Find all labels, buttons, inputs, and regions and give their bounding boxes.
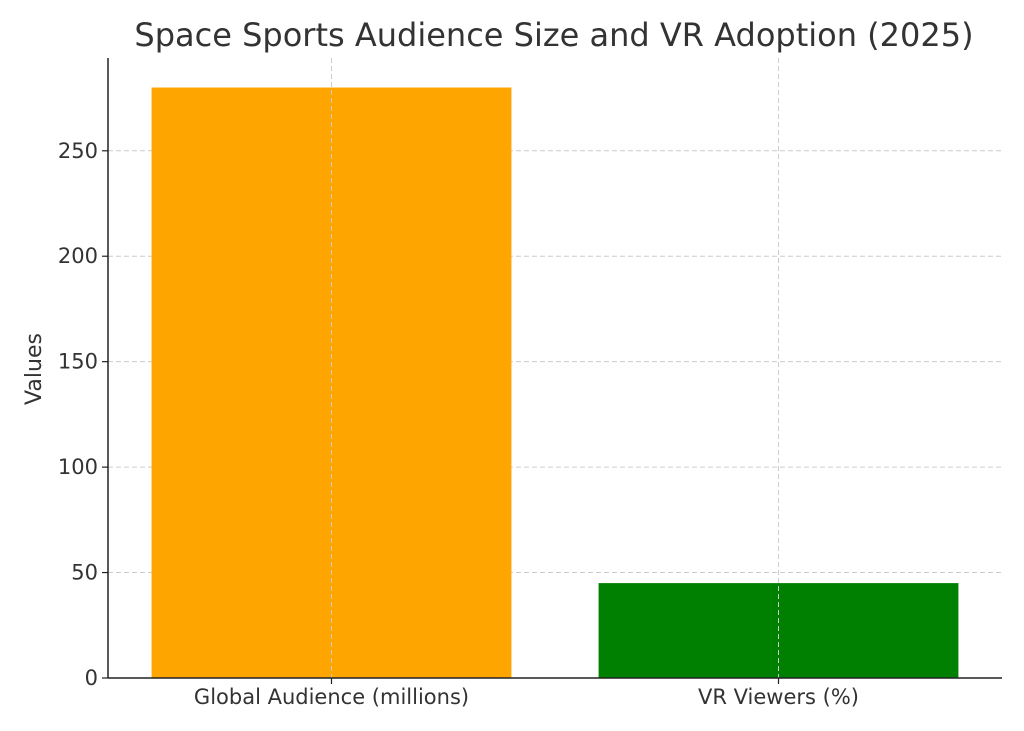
axis-layer [107,58,1002,679]
y-tick-layer: 0 50 100 150 200 250 [58,139,108,690]
y-tick-label-0: 0 [85,666,98,690]
y-tick-label-2: 100 [58,455,98,479]
bar-layer [151,87,959,679]
y-tick-label-1: 50 [71,561,98,585]
x-tick-label-1: VR Viewers (%) [698,685,859,709]
x-grid-layer [331,58,779,678]
y-tick-label-4: 200 [58,244,98,268]
x-tick-label-0: Global Audience (millions) [194,685,469,709]
x-tick-layer: Global Audience (millions) VR Viewers (%) [194,678,859,709]
chart-title: Space Sports Audience Size and VR Adopti… [134,16,973,54]
y-tick-label-5: 250 [58,139,98,163]
y-axis-label: Values [22,333,47,405]
y-tick-label-3: 150 [58,350,98,374]
